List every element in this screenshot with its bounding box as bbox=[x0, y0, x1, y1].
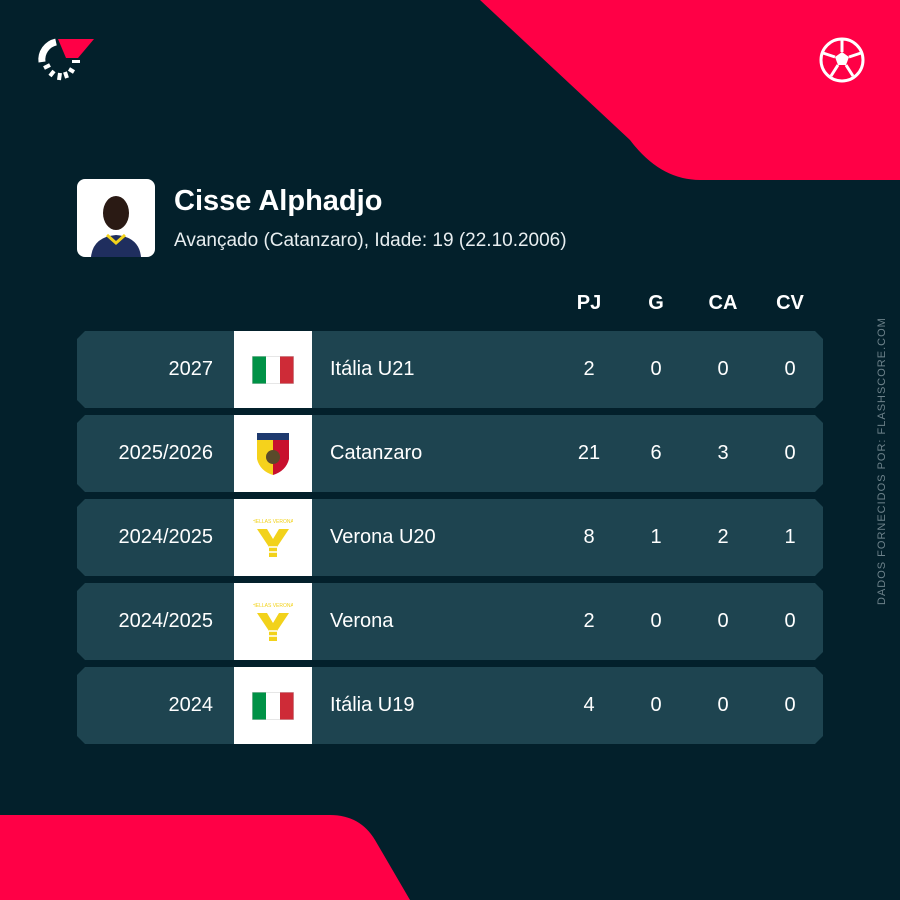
stat-g: 0 bbox=[650, 358, 662, 380]
table-row[interactable]: 2027 Itália U21 2 0 0 0 bbox=[77, 331, 823, 408]
stat-g: 0 bbox=[650, 694, 662, 716]
italy-flag-icon bbox=[234, 331, 312, 408]
stat-ca: 3 bbox=[717, 442, 729, 464]
stat-g: 0 bbox=[650, 610, 662, 632]
team-name: Verona bbox=[330, 610, 394, 632]
stat-g: 1 bbox=[650, 526, 662, 548]
svg-text:HELLAS VERONA: HELLAS VERONA bbox=[253, 603, 293, 609]
stat-cv: 0 bbox=[784, 610, 796, 632]
italy-flag-icon bbox=[234, 667, 312, 744]
player-name: Cisse Alphadjo bbox=[174, 185, 383, 217]
verona-crest-icon: HELLAS VERONA bbox=[234, 499, 312, 576]
team-name: Catanzaro bbox=[330, 442, 423, 464]
team-name: Itália U19 bbox=[330, 694, 415, 716]
header-cv: CV bbox=[776, 292, 804, 314]
football-icon bbox=[819, 37, 865, 83]
team-name: Verona U20 bbox=[330, 526, 436, 548]
stat-cv: 1 bbox=[784, 526, 796, 548]
stat-cv: 0 bbox=[784, 442, 796, 464]
stat-ca: 0 bbox=[717, 358, 729, 380]
bottom-left-accent-shape bbox=[0, 815, 410, 900]
svg-text:HELLAS VERONA: HELLAS VERONA bbox=[253, 519, 293, 525]
season: 2024/2025 bbox=[118, 610, 213, 632]
stat-pj: 8 bbox=[583, 526, 595, 548]
stat-pj: 2 bbox=[583, 358, 595, 380]
stat-ca: 2 bbox=[717, 526, 729, 548]
player-avatar bbox=[77, 179, 155, 257]
season: 2025/2026 bbox=[118, 442, 213, 464]
catanzaro-crest-icon bbox=[234, 415, 312, 492]
season: 2024/2025 bbox=[118, 526, 213, 548]
stat-ca: 0 bbox=[717, 610, 729, 632]
season: 2027 bbox=[168, 358, 214, 380]
data-credit: DADOS FORNECIDOS POR: FLASHSCORE.COM bbox=[876, 317, 888, 605]
stat-g: 6 bbox=[650, 442, 662, 464]
stat-pj: 4 bbox=[583, 694, 595, 716]
stat-cv: 0 bbox=[784, 358, 796, 380]
header-pj: PJ bbox=[576, 292, 602, 314]
header-ca: CA bbox=[708, 292, 738, 314]
season: 2024 bbox=[168, 694, 214, 716]
player-details: Avançado (Catanzaro), Idade: 19 (22.10.2… bbox=[174, 230, 567, 251]
stat-cv: 0 bbox=[784, 694, 796, 716]
stat-ca: 0 bbox=[717, 694, 729, 716]
header-g: G bbox=[648, 292, 664, 314]
table-row[interactable]: 2024 Itália U19 4 0 0 0 bbox=[77, 667, 823, 744]
stat-pj: 21 bbox=[577, 442, 601, 464]
table-row[interactable]: 2024/2025 HELLAS VERONA Verona 2 0 0 0 bbox=[77, 583, 823, 660]
team-name: Itália U21 bbox=[330, 358, 415, 380]
stat-pj: 2 bbox=[583, 610, 595, 632]
table-row[interactable]: 2024/2025 HELLAS VERONA Verona U20 8 1 2 1 bbox=[77, 499, 823, 576]
table-row[interactable]: 2025/2026 Catanzaro 21 6 3 0 bbox=[77, 415, 823, 492]
top-right-accent-shape bbox=[480, 0, 900, 180]
flashscore-logo-icon bbox=[38, 38, 94, 81]
verona-crest-icon: HELLAS VERONA bbox=[234, 583, 312, 660]
